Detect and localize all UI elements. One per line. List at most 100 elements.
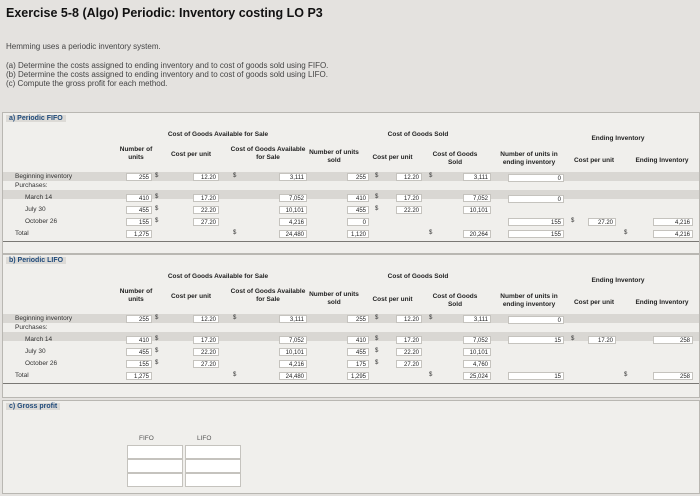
lifo-mar-ei[interactable]: 258 [653,336,693,344]
fifo-total-sold[interactable]: 1,120 [347,230,369,238]
fifo-beg-cga[interactable]: 3,111 [279,173,307,181]
lifo-jul-cga[interactable]: 10,101 [279,348,307,356]
divider [3,241,699,242]
lifo-oct-scost[interactable]: 27.20 [396,360,422,368]
lifo-label: b) Periodic LIFO [6,257,67,264]
lifo-mar-units[interactable]: 410 [126,336,152,344]
fifo-jul-cga[interactable]: 10,101 [279,206,307,214]
col-units-sold: Number of units sold [309,291,359,306]
fifo-jul-cost[interactable]: 22.20 [193,206,219,214]
row-label: March 14 [25,194,53,201]
fifo-total-ei[interactable]: 4,216 [653,230,693,238]
lifo-beg-scost[interactable]: 12.20 [396,315,422,323]
fifo-mar-eu[interactable]: 0 [508,195,564,203]
fifo-mar-scost[interactable]: 17.20 [396,194,422,202]
col-cgs: Cost of Goods Sold [432,293,478,308]
fifo-beg-eu[interactable]: 0 [508,174,564,182]
row-label: Total [15,372,29,379]
lifo-mar-ecost[interactable]: 17.20 [588,336,616,344]
gp-lifo-input-3[interactable] [185,473,241,487]
lifo-total-units[interactable]: 1,275 [126,372,152,380]
lifo-beg-units[interactable]: 255 [126,315,152,323]
lifo-total-sold[interactable]: 1,295 [347,372,369,380]
lifo-mar-sold[interactable]: 410 [347,336,369,344]
lifo-oct-cost[interactable]: 27.20 [193,360,219,368]
fifo-mar-sold[interactable]: 410 [347,194,369,202]
lifo-beg-cga[interactable]: 3,111 [279,315,307,323]
lifo-total-ei[interactable]: 258 [653,372,693,380]
fifo-oct-cost[interactable]: 27.20 [193,218,219,226]
dollar-sign: $ [375,336,379,342]
fifo-mar-units[interactable]: 410 [126,194,152,202]
gp-fifo-input-1[interactable] [127,445,183,459]
dollar-sign: $ [233,372,237,378]
dollar-sign: $ [233,173,237,179]
fifo-beg-cgs[interactable]: 3,111 [463,173,491,181]
fifo-beg-cost[interactable]: 12.20 [193,173,219,181]
lifo-oct-sold[interactable]: 175 [347,360,369,368]
lifo-jul-scost[interactable]: 22.20 [396,348,422,356]
fifo-oct-ei[interactable]: 4,216 [653,218,693,226]
fifo-mar-cost[interactable]: 17.20 [193,194,219,202]
fifo-beg-sold[interactable]: 255 [347,173,369,181]
gp-fifo-input-3[interactable] [127,473,183,487]
dollar-sign: $ [155,206,159,212]
fifo-mar-cgs[interactable]: 7,052 [463,194,491,202]
lifo-oct-units[interactable]: 155 [126,360,152,368]
dollar-sign: $ [375,360,379,366]
fifo-jul-scost[interactable]: 22.20 [396,206,422,214]
fifo-oct-sold[interactable]: 0 [347,218,369,226]
fifo-jul-cgs[interactable]: 10,101 [463,206,491,214]
col-cgs: Cost of Goods Sold [432,151,478,166]
lifo-total-eu[interactable]: 15 [508,372,564,380]
col-sold-cost-unit: Cost per unit [372,154,413,161]
lifo-beg-cost[interactable]: 12.20 [193,315,219,323]
fifo-oct-eu[interactable]: 155 [508,218,564,226]
col-cost-unit: Cost per unit [170,151,212,158]
lifo-jul-units[interactable]: 455 [126,348,152,356]
fifo-beg-units[interactable]: 255 [126,173,152,181]
lifo-total-cga[interactable]: 24,480 [279,372,307,380]
task-c: (c) Compute the gross profit for each me… [6,79,168,88]
fifo-mar-cga[interactable]: 7,052 [279,194,307,202]
divider [3,383,699,384]
col-ei: Ending Inventory [635,299,689,306]
lifo-oct-cga[interactable]: 4,216 [279,360,307,368]
lifo-jul-sold[interactable]: 455 [347,348,369,356]
lifo-mar-cgs[interactable]: 7,052 [463,336,491,344]
fifo-total-units[interactable]: 1,275 [126,230,152,238]
fifo-jul-sold[interactable]: 455 [347,206,369,214]
gp-lifo-input-2[interactable] [185,459,241,473]
row-label: Purchases: [15,324,48,331]
dollar-sign: $ [429,372,433,378]
dollar-sign: $ [155,218,159,224]
lifo-mar-eu[interactable]: 15 [508,336,564,344]
fifo-total-cgs[interactable]: 20,264 [463,230,491,238]
lifo-jul-cost[interactable]: 22.20 [193,348,219,356]
fifo-beg-scost[interactable]: 12.20 [396,173,422,181]
lifo-beg-cgs[interactable]: 3,111 [463,315,491,323]
lifo-mar-cost[interactable]: 17.20 [193,336,219,344]
fifo-oct-units[interactable]: 155 [126,218,152,226]
dollar-sign: $ [429,173,433,179]
col-ei-cost-unit: Cost per unit [573,299,615,306]
fifo-total-eu[interactable]: 155 [508,230,564,238]
lifo-mar-cga[interactable]: 7,052 [279,336,307,344]
fifo-oct-ecost[interactable]: 27.20 [588,218,616,226]
dollar-sign: $ [375,348,379,354]
fifo-jul-units[interactable]: 455 [126,206,152,214]
lifo-jul-cgs[interactable]: 10,101 [463,348,491,356]
dollar-sign: $ [571,218,575,224]
gp-lifo-input-1[interactable] [185,445,241,459]
fifo-oct-cga[interactable]: 4,216 [279,218,307,226]
lifo-mar-scost[interactable]: 17.20 [396,336,422,344]
cgs-heading: Cost of Goods Sold [387,273,449,280]
gp-fifo-input-2[interactable] [127,459,183,473]
lifo-total-cgs[interactable]: 25,024 [463,372,491,380]
col-units-sold: Number of units sold [309,149,359,164]
col-ei: Ending Inventory [635,157,689,164]
lifo-oct-cgs[interactable]: 4,760 [463,360,491,368]
lifo-beg-sold[interactable]: 255 [347,315,369,323]
lifo-beg-eu[interactable]: 0 [508,316,564,324]
fifo-total-cga[interactable]: 24,480 [279,230,307,238]
